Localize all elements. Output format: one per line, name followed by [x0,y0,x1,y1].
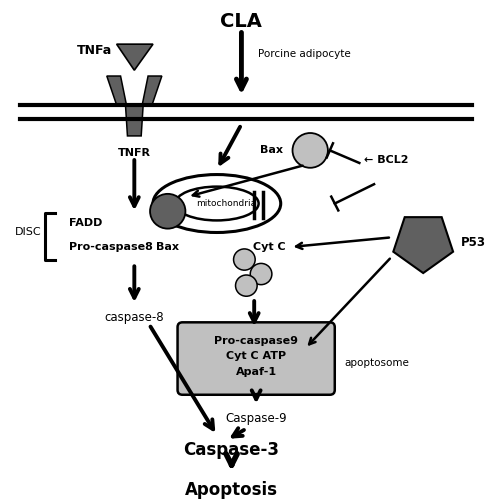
Text: caspase-8: caspase-8 [105,311,164,324]
Polygon shape [117,44,153,70]
Text: P53: P53 [461,236,486,248]
Polygon shape [107,76,127,105]
Text: CLA: CLA [220,12,262,32]
Circle shape [250,264,272,284]
Text: Cyt C: Cyt C [253,242,286,252]
Text: Bax: Bax [260,146,283,156]
Circle shape [293,133,328,168]
Ellipse shape [175,186,259,220]
Text: Apaf-1: Apaf-1 [236,366,277,376]
Text: mitochondria: mitochondria [196,199,257,208]
Text: DISC: DISC [15,228,42,237]
Text: TNFR: TNFR [118,148,151,158]
Text: TNFa: TNFa [77,44,111,58]
Polygon shape [142,76,162,105]
Text: Caspase-9: Caspase-9 [225,412,287,426]
Text: FADD: FADD [69,218,103,228]
Text: Caspase-3: Caspase-3 [184,441,279,459]
Text: ← BCL2: ← BCL2 [364,155,409,165]
Text: Apoptosis: Apoptosis [185,480,278,498]
FancyBboxPatch shape [178,322,335,395]
Text: Cyt C ATP: Cyt C ATP [226,351,286,361]
Text: Bax: Bax [156,242,179,252]
Polygon shape [126,105,143,136]
Polygon shape [393,217,453,273]
Text: Porcine adipocyte: Porcine adipocyte [258,49,351,59]
Text: Pro-caspase8: Pro-caspase8 [69,242,153,252]
Circle shape [234,249,255,270]
Circle shape [150,194,186,228]
Ellipse shape [153,174,281,233]
Text: apoptosome: apoptosome [345,358,409,368]
Text: Pro-caspase9: Pro-caspase9 [214,336,298,345]
Circle shape [236,275,257,296]
